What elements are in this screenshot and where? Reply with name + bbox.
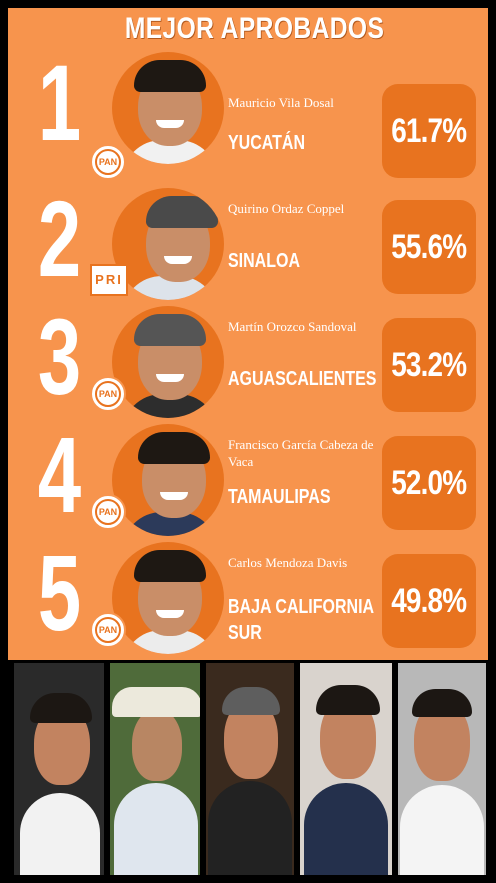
governor-portrait — [112, 52, 224, 164]
governor-photo — [206, 663, 294, 875]
approval-badge: 61.7% — [382, 84, 476, 178]
governor-name: Francisco García Cabeza de Vaca — [228, 437, 374, 469]
pan-logo-icon: PAN — [90, 494, 126, 530]
ranking-row: 2 PRI Quirino Ordaz Coppel SINALOA 55.6% — [8, 180, 488, 304]
ranking-row: 1 PAN Mauricio Vila Dosal YUCATÁN 61.7% — [8, 44, 488, 180]
ranking-row: 3 PAN Martín Orozco Sandoval AGUASCALIEN… — [8, 298, 488, 422]
infographic-poster: MEJOR APROBADOS 1 PAN Mauricio Vila Dosa… — [8, 8, 488, 875]
governor-name: Mauricio Vila Dosal — [228, 95, 334, 110]
photo-strip — [8, 663, 488, 875]
governor-state: AGUASCALIENTES — [228, 368, 377, 390]
approval-badge: 49.8% — [382, 554, 476, 648]
governor-portrait — [112, 424, 224, 536]
governor-state: SINALOA — [228, 250, 300, 272]
governor-state: BAJA CALIFORNIA SUR — [228, 596, 374, 644]
pan-logo-icon: PAN — [90, 612, 126, 648]
rank-number: 5 — [37, 532, 82, 653]
ranking-panel: MEJOR APROBADOS 1 PAN Mauricio Vila Dosa… — [8, 8, 488, 660]
rank-number: 4 — [37, 414, 82, 535]
ranking-row: 5 PAN Carlos Mendoza Davis BAJA CALIFORN… — [8, 534, 488, 658]
rank-number: 2 — [37, 178, 82, 299]
governor-name: Quirino Ordaz Coppel — [228, 201, 345, 216]
governor-state: YUCATÁN — [228, 132, 306, 154]
ranking-row: 4 PAN Francisco García Cabeza de Vaca TA… — [8, 416, 488, 540]
page-title: MEJOR APROBADOS — [124, 12, 385, 45]
governor-state: TAMAULIPAS — [228, 486, 331, 508]
governor-photo — [110, 663, 200, 875]
approval-badge: 55.6% — [382, 200, 476, 294]
governor-name: Carlos Mendoza Davis — [228, 555, 348, 570]
governor-portrait — [112, 306, 224, 418]
rank-number: 3 — [37, 296, 82, 417]
pan-logo-icon: PAN — [90, 376, 126, 412]
governor-photo — [398, 663, 486, 875]
approval-badge: 52.0% — [382, 436, 476, 530]
pri-logo-icon: PRI — [90, 264, 128, 296]
governor-photo — [14, 663, 104, 875]
governor-portrait — [112, 188, 224, 300]
approval-badge: 53.2% — [382, 318, 476, 412]
governor-photo — [300, 663, 392, 875]
rank-number: 1 — [37, 42, 82, 163]
governor-portrait — [112, 542, 224, 654]
pan-logo-icon: PAN — [90, 144, 126, 180]
governor-name: Martín Orozco Sandoval — [228, 319, 357, 334]
